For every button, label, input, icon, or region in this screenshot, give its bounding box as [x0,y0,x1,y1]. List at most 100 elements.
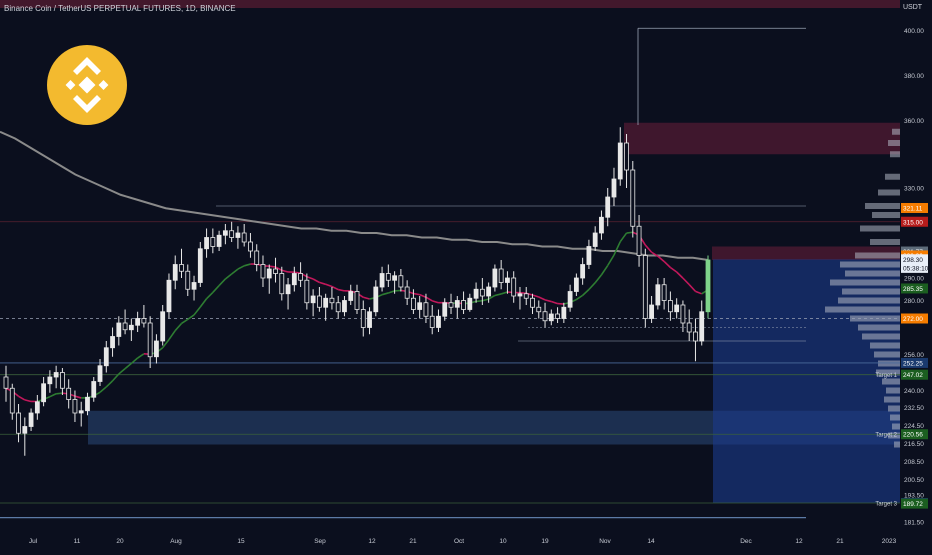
candle-body [675,305,679,312]
volume-profile-bar [885,174,900,180]
candle-body [349,292,353,301]
y-tick-label: 240.00 [904,388,924,395]
price-label: 189.72 [903,501,923,508]
candle-body [54,373,58,378]
candle-body [411,298,415,309]
y-tick-label: 330.00 [904,186,924,193]
candle-body [242,233,246,242]
candle-body [662,285,666,301]
candle-body [606,197,610,217]
candle-body [549,314,553,321]
candle-body [324,298,328,307]
volume-profile-bar [862,334,900,340]
y-tick-label: 208.50 [904,459,924,466]
volume-profile-bar [855,253,900,259]
y-tick-label: 400.00 [904,28,924,35]
candle-body [562,307,566,318]
price-label: 285.35 [903,286,923,293]
candle-body [85,397,89,411]
candle-body [418,303,422,310]
candle-body [480,289,484,296]
volume-profile-bar [860,226,900,232]
candle-body [368,312,372,328]
y-tick-label: 200.50 [904,477,924,484]
candle-body [317,296,321,307]
candle-body [587,247,591,265]
candle-body [154,341,158,357]
chart-title: Binance Coin / TetherUS PERPETUAL FUTURE… [4,4,236,13]
x-tick-label: Sep [314,538,326,545]
candle-body [650,305,654,319]
y-tick-label: 280.00 [904,298,924,305]
x-tick-label: 10 [499,538,507,545]
candle-body [142,319,146,324]
candle-body [161,312,165,341]
candle-body [700,312,704,341]
candle-body [518,294,522,296]
price-label: 05:38:10 [903,265,929,272]
ema-segment [627,232,633,233]
supply-zone-upper [624,123,900,155]
candle-body [198,249,202,283]
candle-body [581,265,585,279]
candle-body [267,269,271,278]
target-label: Target 3 [875,502,897,508]
candle-body [29,413,33,427]
candle-body [505,278,509,283]
volume-profile-bar [850,316,900,322]
y-tick-label: 360.00 [904,118,924,125]
y-tick-label: 380.00 [904,73,924,80]
ema-segment [476,301,482,302]
candle-body [462,301,466,310]
candle-body [436,316,440,327]
volume-profile-bar [845,271,900,277]
candle-body [236,233,240,238]
candle-body [499,269,503,283]
candle-body [637,226,641,255]
candle-body [111,337,115,348]
candle-body [10,388,14,413]
candle-body [531,298,535,307]
candle-body [399,276,403,287]
candle-body [380,274,384,288]
x-tick-label: Aug [170,538,182,545]
candle-body [568,292,572,308]
candle-body [123,323,127,330]
x-tick-label: 12 [368,538,376,545]
candle-body [42,384,46,402]
volume-profile-bar [888,140,900,146]
volume-profile-bar [884,397,900,403]
y-tick-label: 216.50 [904,441,924,448]
binance-logo [47,45,127,125]
target-label: Target 1 [875,373,897,379]
candle-body [23,427,27,434]
x-tick-label: 11 [74,538,81,545]
volume-profile-bar [870,343,900,349]
candle-body [618,143,622,179]
candle-body [543,312,547,321]
price-label: 247.02 [903,372,923,379]
y-tick-label: 232.50 [904,405,924,412]
ema-segment [269,266,275,267]
candle-body [255,251,259,265]
candle-body [687,323,691,332]
candle-body [474,289,478,298]
candle-body [274,269,278,274]
y-tick-label: 181.50 [904,520,924,527]
candle-body [261,265,265,279]
candle-body [117,323,121,337]
candle-body [192,283,196,290]
candle-body [631,170,635,226]
volume-profile-bar [888,406,900,412]
candle-body [405,287,409,298]
x-tick-label: 15 [237,538,245,545]
x-tick-label: 12 [795,538,803,545]
target-label: Target 2 [875,433,897,439]
volume-profile-bar [872,212,900,218]
candle-body [280,274,284,294]
candle-body [656,285,660,305]
candle-body [556,314,560,319]
volume-profile-bar [886,388,900,394]
